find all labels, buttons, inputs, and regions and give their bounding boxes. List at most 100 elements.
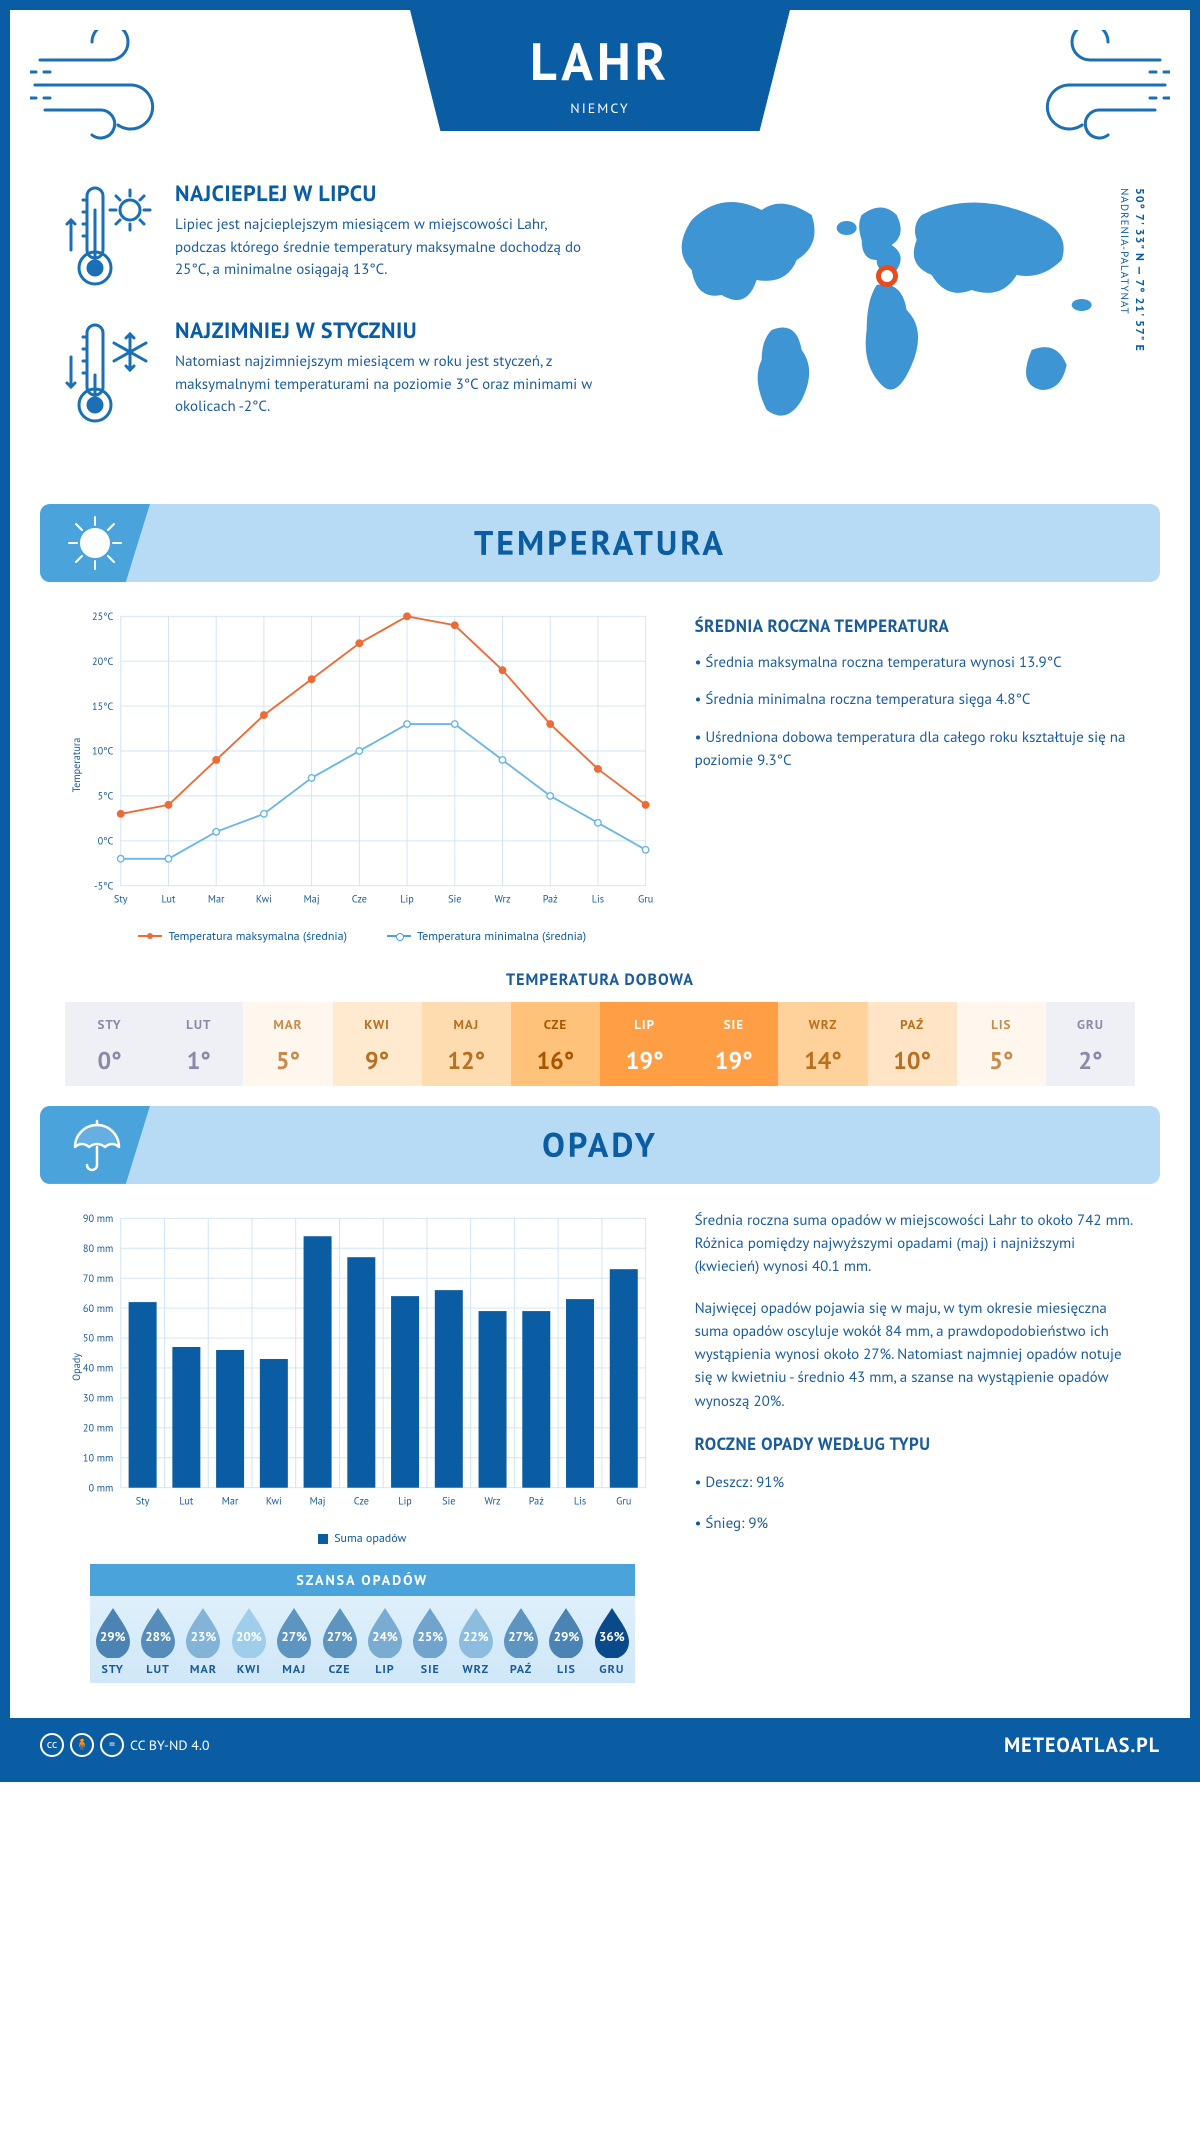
raindrop-icon: 20% [228, 1606, 270, 1658]
chance-table: SZANSA OPADÓW 29%STY 28%LUT 23%MAR 20%KW… [90, 1564, 635, 1683]
precip-para: Średnia roczna suma opadów w miejscowośc… [695, 1209, 1135, 1279]
map-block: 50° 7' 33" N — 7° 21' 57" E NADRENIA-PAL… [628, 180, 1135, 454]
latitude: 50° 7' 33" N [1132, 188, 1147, 262]
raindrop-icon: 27% [500, 1606, 542, 1658]
daily-cell: MAR5° [243, 1002, 332, 1086]
daily-cell: LIS5° [957, 1002, 1046, 1086]
svg-text:60 mm: 60 mm [83, 1302, 113, 1315]
chance-cell: 27%CZE [317, 1606, 362, 1677]
precip-banner: OPADY [40, 1106, 1160, 1184]
raindrop-icon: 29% [545, 1606, 587, 1658]
raindrop-icon: 27% [273, 1606, 315, 1658]
daily-cell: GRU2° [1046, 1002, 1135, 1086]
daily-temp-title: TEMPERATURA DOBOWA [40, 970, 1160, 990]
svg-text:Lip: Lip [398, 1494, 412, 1507]
chance-cell: 29%STY [90, 1606, 135, 1677]
hottest-fact: NAJCIEPLEJ W LIPCU Lipiec jest najcieple… [65, 180, 598, 295]
wind-icon-right [1010, 30, 1170, 140]
raindrop-icon: 28% [137, 1606, 179, 1658]
precip-chart: 0 mm10 mm20 mm30 mm40 mm50 mm60 mm70 mm8… [65, 1209, 660, 1683]
daily-cell: STY0° [65, 1002, 154, 1086]
svg-text:Lip: Lip [400, 892, 414, 905]
svg-text:Cze: Cze [352, 892, 367, 905]
svg-text:Gru: Gru [616, 1494, 631, 1507]
site-logo: METEOATLAS.PL [1004, 1732, 1160, 1758]
page: LAHR NIEMCY NAJCIEPLEJ W LIPCU Lipiec je… [0, 0, 1200, 1782]
raindrop-icon: 25% [409, 1606, 451, 1658]
raindrop-icon: 22% [455, 1606, 497, 1658]
daily-cell: SIE19° [689, 1002, 778, 1086]
region: NADRENIA-PALATYNAT [1117, 188, 1131, 315]
svg-text:80 mm: 80 mm [83, 1242, 113, 1255]
coordinates: 50° 7' 33" N — 7° 21' 57" E NADRENIA-PAL… [1117, 188, 1147, 352]
temp-side-title: ŚREDNIA ROCZNA TEMPERATURA [695, 615, 1135, 637]
svg-text:0°C: 0°C [98, 835, 114, 848]
raindrop-icon: 36% [591, 1606, 633, 1658]
svg-text:Gru: Gru [638, 892, 653, 905]
coldest-fact: NAJZIMNIEJ W STYCZNIU Natomiast najzimni… [65, 317, 598, 432]
legend-min: Temperatura minimalna (średnia) [417, 929, 586, 944]
raindrop-icon: 29% [92, 1606, 134, 1658]
svg-text:Cze: Cze [354, 1494, 369, 1507]
nd-icon: = [100, 1733, 124, 1757]
license-block: cc 🧍 = CC BY-ND 4.0 [40, 1733, 210, 1757]
svg-text:Maj: Maj [310, 1494, 326, 1507]
svg-text:40 mm: 40 mm [83, 1362, 113, 1375]
hottest-title: NAJCIEPLEJ W LIPCU [175, 180, 598, 208]
title-tab: LAHR NIEMCY [410, 10, 790, 131]
svg-text:Sie: Sie [448, 892, 461, 905]
svg-text:Lut: Lut [161, 892, 176, 905]
svg-text:20°C: 20°C [92, 655, 113, 668]
temp-legend: Temperatura maksymalna (średnia) Tempera… [65, 929, 660, 944]
svg-text:15°C: 15°C [92, 700, 113, 713]
chance-cell: 27%PAŹ [498, 1606, 543, 1677]
sun-icon [40, 504, 150, 582]
svg-text:10°C: 10°C [92, 745, 113, 758]
intro-block: NAJCIEPLEJ W LIPCU Lipiec jest najcieple… [10, 170, 1190, 484]
temp-bullet: • Średnia maksymalna roczna temperatura … [695, 651, 1135, 674]
svg-text:Kwi: Kwi [266, 1494, 282, 1507]
hottest-text: Lipiec jest najcieplejszym miesiącem w m… [175, 214, 598, 282]
raindrop-icon: 27% [319, 1606, 361, 1658]
cc-icon: cc [40, 1733, 64, 1757]
svg-text:Temperatura: Temperatura [70, 738, 83, 793]
svg-text:30 mm: 30 mm [83, 1391, 113, 1404]
svg-text:25°C: 25°C [92, 610, 113, 623]
svg-text:20 mm: 20 mm [83, 1421, 113, 1434]
daily-cell: MAJ12° [422, 1002, 511, 1086]
svg-text:Paź: Paź [543, 892, 558, 905]
svg-text:Wrz: Wrz [485, 1494, 501, 1507]
chance-cell: 20%KWI [226, 1606, 271, 1677]
license-text: CC BY-ND 4.0 [130, 1736, 210, 1754]
chance-cell: 28%LUT [135, 1606, 180, 1677]
precip-title: OPADY [542, 1123, 658, 1167]
precip-side-info: Średnia roczna suma opadów w miejscowośc… [695, 1209, 1135, 1683]
daily-cell: LIP19° [600, 1002, 689, 1086]
thermometer-snow-icon [65, 317, 155, 432]
svg-text:70 mm: 70 mm [83, 1272, 113, 1285]
precip-legend: Suma opadów [65, 1531, 660, 1546]
temp-bullet: • Uśredniona dobowa temperatura dla całe… [695, 726, 1135, 773]
svg-text:5°C: 5°C [98, 790, 114, 803]
wind-icon-left [30, 30, 190, 140]
snow-pct: • Śnieg: 9% [695, 1512, 1135, 1535]
svg-text:90 mm: 90 mm [83, 1212, 113, 1225]
chance-cell: 27%MAJ [272, 1606, 317, 1677]
thermometer-sun-icon [65, 180, 155, 295]
by-icon: 🧍 [70, 1733, 94, 1757]
city-name: LAHR [530, 28, 670, 95]
svg-text:50 mm: 50 mm [83, 1332, 113, 1345]
chance-cell: 23%MAR [181, 1606, 226, 1677]
svg-text:Sie: Sie [442, 1494, 455, 1507]
svg-text:Opady: Opady [70, 1353, 83, 1381]
daily-temp-table: STY0°LUT1°MAR5°KWI9°MAJ12°CZE16°LIP19°SI… [65, 1002, 1135, 1086]
svg-text:Wrz: Wrz [494, 892, 510, 905]
svg-text:Lis: Lis [574, 1494, 586, 1507]
daily-cell: LUT1° [154, 1002, 243, 1086]
header: LAHR NIEMCY [10, 10, 1190, 170]
umbrella-icon [40, 1106, 150, 1184]
precip-para: Najwięcej opadów pojawia się w maju, w t… [695, 1297, 1135, 1413]
chance-title: SZANSA OPADÓW [90, 1564, 635, 1596]
svg-text:10 mm: 10 mm [83, 1451, 113, 1464]
daily-cell: KWI9° [333, 1002, 422, 1086]
